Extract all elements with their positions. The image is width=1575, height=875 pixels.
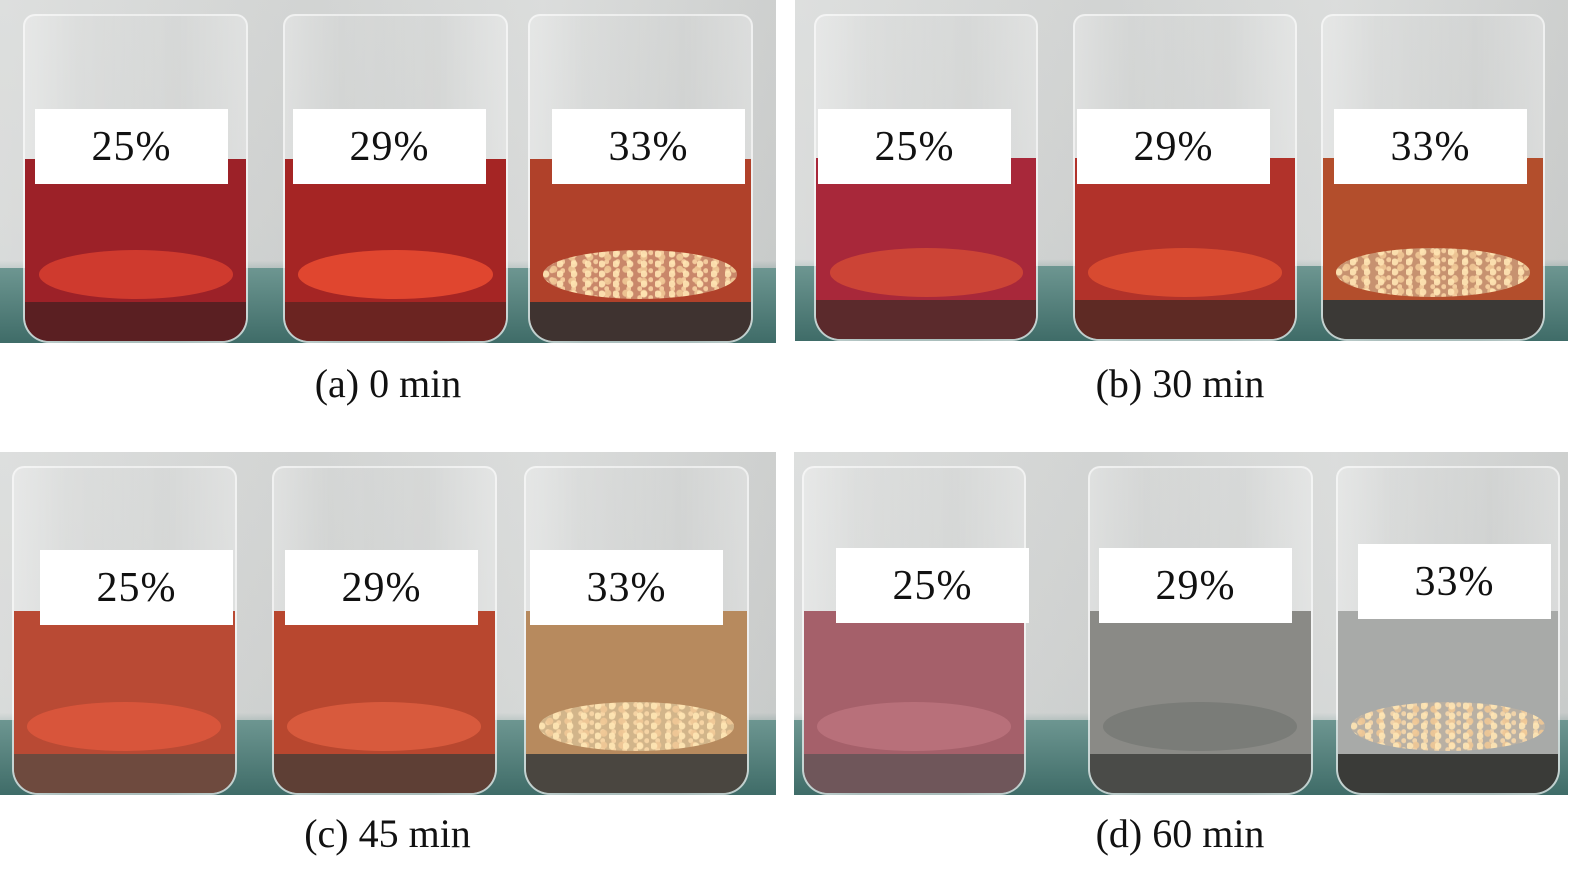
concentration-label-33: 33%	[552, 109, 745, 184]
beaker-33	[1320, 13, 1545, 341]
beaker-29	[1088, 465, 1313, 795]
panel-caption: (b) 30 min	[1095, 361, 1265, 406]
concentration-label-25: 25%	[836, 548, 1029, 623]
concentration-label-33: 33%	[1358, 544, 1551, 619]
beaker-photo-0-min: 25% 29% 33%	[0, 0, 776, 343]
beaker-25	[23, 13, 249, 343]
beaker-photo-45-min: 25% 29% 33%	[0, 452, 776, 795]
beaker-photo-30-min: 25% 29% 33%	[795, 0, 1568, 341]
concentration-label-33: 33%	[1334, 109, 1527, 184]
beaker-photo-60-min: 25% 29% 33%	[794, 452, 1568, 795]
beaker-33	[523, 465, 749, 795]
beaker-29	[271, 465, 497, 795]
beaker-25	[11, 465, 237, 795]
concentration-label-25: 25%	[40, 550, 233, 625]
concentration-label-25: 25%	[35, 109, 228, 184]
beaker-33	[1335, 465, 1561, 795]
panel-caption: (d) 60 min	[1095, 811, 1265, 856]
beaker-25	[801, 465, 1027, 795]
concentration-label-29: 29%	[293, 109, 486, 184]
concentration-label-29: 29%	[1077, 109, 1270, 184]
concentration-label-33: 33%	[530, 550, 723, 625]
concentration-label-29: 29%	[1099, 548, 1292, 623]
panel-caption: (c) 45 min	[304, 811, 471, 856]
concentration-label-25: 25%	[818, 109, 1011, 184]
concentration-label-29: 29%	[285, 550, 478, 625]
panel-caption: (a) 0 min	[314, 361, 462, 406]
